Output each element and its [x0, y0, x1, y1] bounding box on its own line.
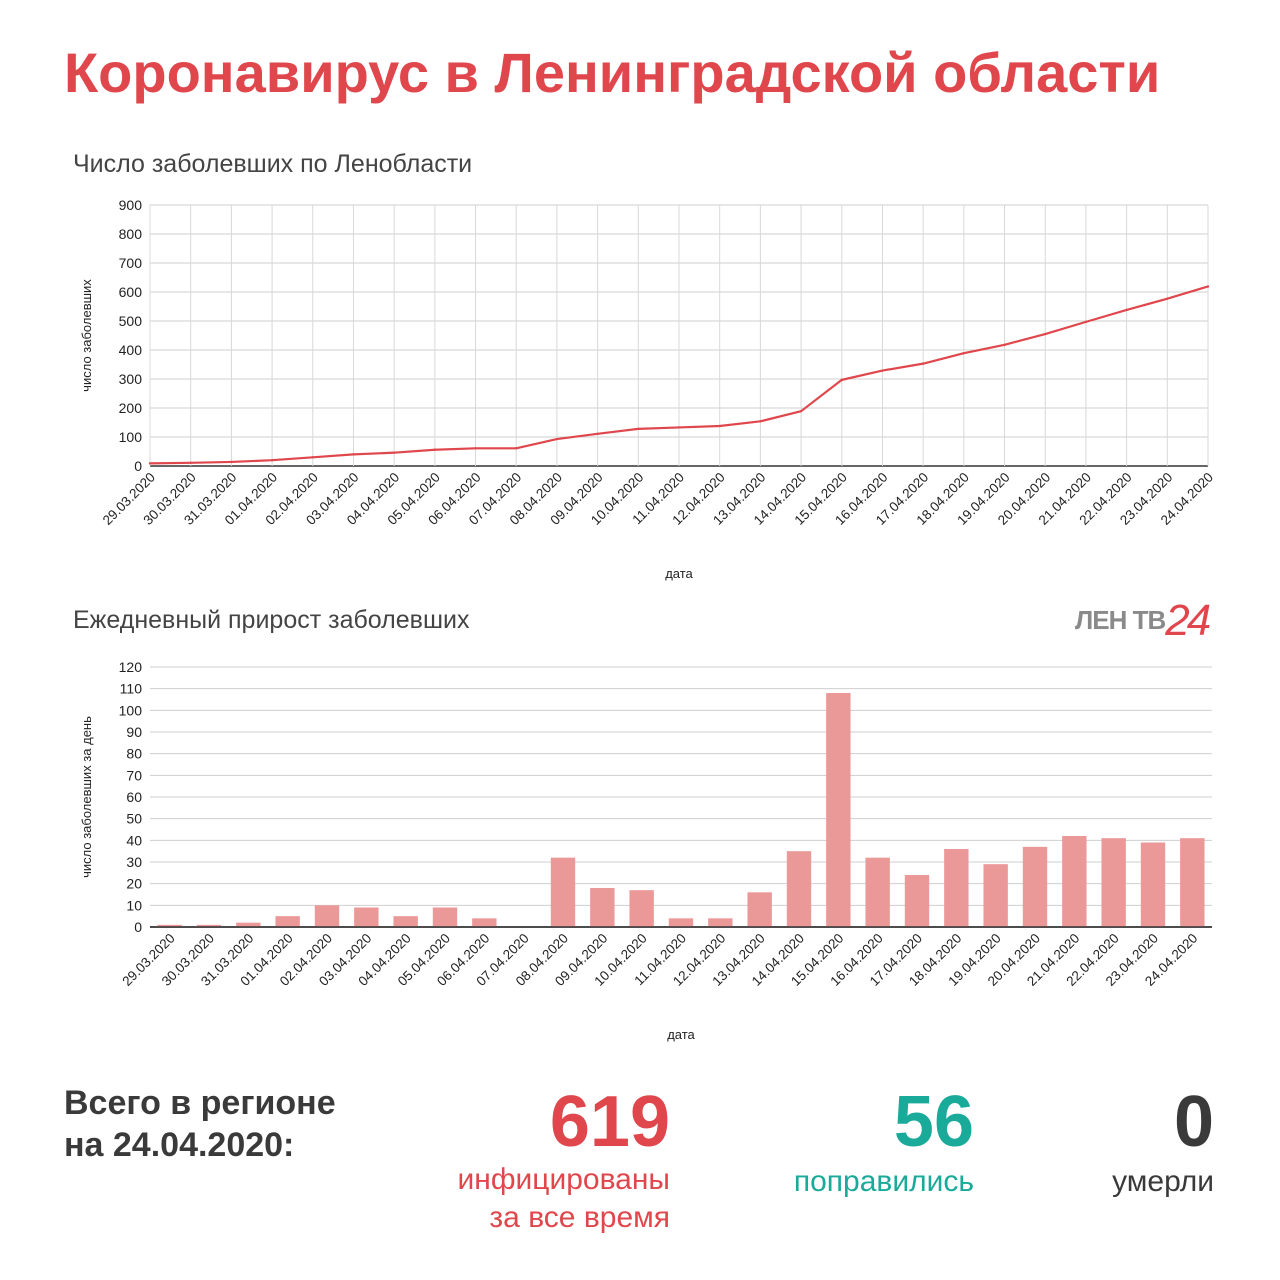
- data-point: [474, 447, 477, 450]
- bar: [393, 916, 418, 927]
- deaths-label: умерли: [1112, 1165, 1214, 1198]
- data-point: [189, 461, 192, 465]
- x-axis-title: дата: [665, 566, 693, 581]
- y-tick-label: 60: [126, 789, 142, 805]
- chart-title-cumulative: Число заболевших по Ленобласти: [73, 150, 473, 178]
- data-point: [555, 437, 559, 441]
- data-point: [148, 462, 152, 465]
- data-point: [881, 369, 884, 372]
- summary-label: Всего в регионе на 24.04.2020:: [64, 1082, 336, 1166]
- data-point: [433, 448, 437, 451]
- data-point: [1044, 332, 1047, 336]
- data-point: [270, 459, 274, 462]
- y-axis-title: число заболевших за день: [79, 716, 94, 878]
- bar: [629, 890, 654, 927]
- bar: [275, 916, 300, 927]
- daily-increase-bar-chart: 010203040506070809010011012029.03.202030…: [79, 659, 1212, 1042]
- bar: [157, 924, 182, 927]
- data-point: [1166, 297, 1169, 300]
- bar: [944, 849, 969, 927]
- bar: [1022, 846, 1048, 927]
- y-tick-label: 200: [119, 400, 143, 416]
- data-point: [352, 453, 355, 456]
- y-tick-label: 20: [126, 876, 142, 892]
- bar: [668, 918, 694, 927]
- data-point: [596, 432, 599, 436]
- y-tick-label: 0: [134, 458, 142, 474]
- y-tick-label: 300: [119, 371, 143, 387]
- data-point: [311, 456, 314, 459]
- bar: [904, 875, 930, 927]
- data-point: [1084, 320, 1088, 324]
- data-point: [1125, 308, 1128, 312]
- bar: [1101, 838, 1126, 927]
- bar: [196, 924, 222, 927]
- infected-label-line1: инфицированы: [457, 1163, 671, 1196]
- logo-text: ЛЕН ТВ: [1075, 605, 1166, 635]
- y-tick-label: 120: [119, 659, 143, 675]
- y-tick-label: 500: [119, 313, 143, 329]
- bar: [826, 693, 851, 927]
- data-point: [637, 427, 640, 431]
- deaths-count: 0: [1173, 1082, 1214, 1162]
- y-tick-label: 100: [119, 429, 143, 445]
- data-point: [677, 426, 681, 429]
- bar: [1140, 842, 1166, 927]
- data-point: [230, 460, 233, 464]
- infected-count: 619: [549, 1082, 670, 1162]
- data-point: [921, 362, 925, 365]
- bar: [1180, 838, 1205, 927]
- x-axis-title: дата: [667, 1027, 695, 1042]
- bar: [786, 851, 812, 927]
- y-tick-label: 70: [126, 767, 142, 783]
- bar: [590, 888, 615, 927]
- y-tick-label: 80: [126, 746, 142, 762]
- y-tick-label: 800: [119, 226, 143, 242]
- y-tick-label: 90: [126, 724, 142, 740]
- data-point: [799, 409, 803, 413]
- bar: [983, 864, 1008, 927]
- summary-label-line2: на 24.04.2020:: [64, 1126, 295, 1164]
- lentv24-logo: ЛЕН ТВ24: [1075, 596, 1211, 646]
- bar: [747, 892, 772, 927]
- page-title: Коронавирус в Ленинградской области: [64, 41, 1161, 104]
- data-point: [718, 424, 721, 428]
- recovered-count: 56: [893, 1082, 974, 1162]
- bar: [314, 905, 340, 927]
- y-axis-title: число заболевших: [79, 279, 94, 392]
- data-point: [962, 351, 966, 355]
- data-point: [1003, 343, 1006, 346]
- data-point: [392, 451, 396, 454]
- recovered-label: поправились: [793, 1165, 974, 1198]
- y-tick-label: 50: [126, 811, 142, 827]
- bar: [550, 857, 576, 927]
- y-tick-label: 10: [126, 897, 142, 913]
- cumulative-cases-line-chart: 010020030040050060070080090029.03.202030…: [79, 197, 1216, 581]
- y-tick-label: 900: [119, 197, 143, 213]
- chart-title-daily: Ежедневный прирост заболевших: [73, 606, 470, 634]
- y-tick-label: 0: [134, 919, 142, 935]
- data-point: [515, 447, 518, 450]
- bar: [432, 907, 458, 927]
- y-tick-label: 110: [120, 681, 143, 697]
- y-tick-label: 30: [126, 854, 142, 870]
- summary-label-line1: Всего в регионе: [64, 1084, 336, 1122]
- infected-label-line2: за все время: [489, 1201, 670, 1234]
- bar: [1062, 836, 1087, 927]
- data-point: [759, 420, 762, 423]
- logo-number: 24: [1165, 596, 1211, 645]
- y-tick-label: 400: [119, 342, 143, 358]
- bar: [472, 918, 497, 927]
- y-tick-label: 40: [126, 832, 142, 848]
- data-point: [840, 378, 843, 382]
- y-tick-label: 100: [119, 702, 143, 718]
- y-tick-label: 600: [119, 284, 143, 300]
- data-point: [1206, 285, 1210, 288]
- y-tick-label: 700: [119, 255, 143, 271]
- bar: [236, 922, 261, 927]
- bar: [865, 857, 890, 927]
- bar: [354, 907, 379, 927]
- bar: [708, 918, 733, 927]
